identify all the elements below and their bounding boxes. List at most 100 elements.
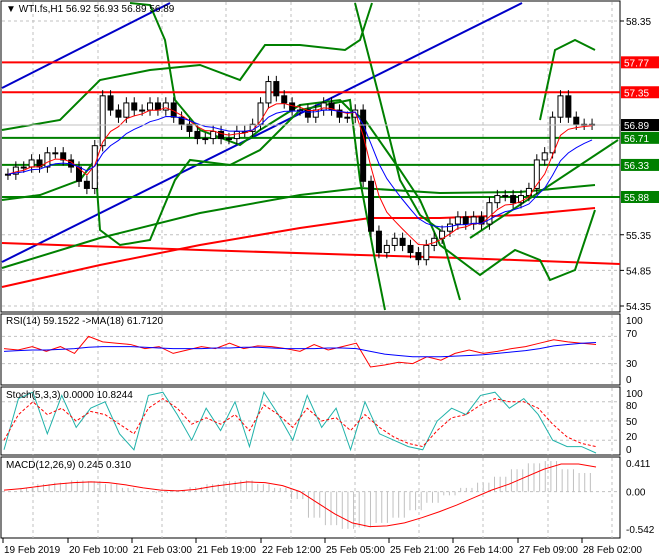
trendline-upper	[1, 2, 171, 89]
price-label: 54.85	[626, 266, 651, 277]
candle-body	[549, 116, 556, 154]
candle-body	[360, 109, 367, 182]
candle-body	[186, 123, 193, 132]
macd-axis-label: 0.411	[626, 459, 651, 470]
time-label: 25 Feb 05:00	[326, 545, 385, 556]
stoch-label: Stoch(5,3,3) 0.0000 10.8244	[6, 390, 133, 401]
time-label: 22 Feb 12:00	[262, 545, 321, 556]
current-price-label: 56.89	[624, 121, 649, 132]
candle-body	[210, 130, 217, 140]
rsi-line	[3, 335, 597, 368]
candle-body	[281, 95, 288, 104]
stoch-axis-label: 0	[626, 445, 632, 456]
stoch-axis-label: 80	[626, 401, 638, 412]
candle-body	[573, 116, 580, 125]
price-label: 54.35	[626, 302, 651, 313]
rsi-axis-label: 100	[626, 316, 643, 327]
candle-body	[344, 116, 351, 119]
dropdown-arrow-icon[interactable]: ▼	[6, 4, 16, 15]
ma-200-line	[1, 242, 621, 265]
candle-body	[139, 109, 146, 112]
candle-body	[99, 95, 106, 147]
candle-body	[336, 109, 343, 118]
level-label: 57.77	[624, 58, 649, 69]
level-badge	[621, 190, 659, 203]
rsi-axis-label: 30	[626, 359, 638, 370]
candle-body	[107, 95, 114, 111]
level-badge	[621, 131, 659, 144]
candle-body	[123, 102, 130, 118]
candle-body	[383, 244, 390, 254]
candle-body	[407, 244, 414, 254]
bollinger-upper-right	[539, 38, 596, 121]
bollinger-lower-left	[1, 98, 386, 311]
symbol-label: WTI.fs,H1	[18, 4, 64, 15]
candle-body	[202, 138, 209, 141]
level-badge	[621, 86, 659, 99]
candle-body	[75, 166, 82, 182]
candle-body	[518, 195, 525, 204]
candle-body	[304, 109, 311, 118]
candle-body	[225, 138, 232, 141]
level-badge	[621, 158, 659, 171]
bollinger-upper	[1, 2, 373, 131]
price-label: 58.35	[626, 17, 651, 28]
candle-body	[541, 152, 548, 161]
candle-body	[399, 237, 406, 246]
candle-body	[131, 102, 138, 111]
candle-body	[423, 244, 430, 261]
ma-red-rising	[1, 207, 596, 288]
rsi-label: RSI(14) 59.1522 ->MA(18) 61.7120	[6, 316, 164, 327]
level-label: 56.33	[624, 161, 649, 172]
chart-header: ▼ WTI.fs,H1 56.92 56.93 56.89 56.89	[6, 4, 174, 15]
candle-body	[462, 216, 469, 225]
level-badge	[621, 56, 659, 69]
candle-body	[44, 152, 51, 168]
trendline-lower	[1, 2, 523, 263]
level-label: 55.88	[624, 193, 649, 204]
level-label: 57.35	[624, 88, 649, 99]
candle-body	[368, 180, 375, 232]
time-label: 28 Feb 02:00	[583, 545, 642, 556]
candle-body	[162, 102, 169, 111]
candle-body	[60, 152, 67, 161]
candle-body	[115, 109, 122, 118]
candle-body	[510, 195, 517, 204]
candle-body	[12, 166, 19, 175]
current-price-badge	[621, 119, 659, 132]
candle-body	[52, 152, 59, 155]
macd-axis-label: -0.542	[626, 525, 655, 536]
time-label: 20 Feb 10:00	[69, 545, 128, 556]
time-label: 21 Feb 19:00	[197, 545, 256, 556]
panel-frame-2	[0, 386, 621, 456]
ohlc-values: 56.92 56.93 56.89 56.89	[65, 4, 175, 15]
level-label: 56.71	[624, 134, 649, 145]
candle-body	[154, 102, 161, 111]
candle-body	[320, 102, 327, 111]
ema-10-line	[7, 109, 593, 228]
candle-body	[218, 130, 225, 140]
candle-body	[194, 130, 201, 140]
macd-axis-label: 0.00	[626, 488, 646, 499]
candle-body	[533, 159, 540, 189]
candle-body	[265, 81, 272, 104]
macd-signal-line	[3, 463, 597, 528]
candle-body	[20, 166, 27, 169]
candle-body	[557, 95, 564, 118]
rsi-axis-label: 70	[626, 329, 638, 340]
candle-body	[446, 223, 453, 232]
candle-body	[494, 195, 501, 204]
candle-body	[83, 180, 90, 189]
time-label: 21 Feb 03:00	[133, 545, 192, 556]
candle-body	[233, 130, 240, 140]
candle-body	[525, 187, 532, 197]
candle-body	[565, 95, 572, 118]
candle-body	[454, 216, 461, 225]
stoch-axis-label: 20	[626, 432, 638, 443]
candle-body	[178, 116, 185, 125]
price-label: 55.35	[626, 231, 651, 242]
macd-label: MACD(12,26,9) 0.245 0.310	[6, 460, 132, 471]
panel-frame-3	[0, 456, 621, 539]
